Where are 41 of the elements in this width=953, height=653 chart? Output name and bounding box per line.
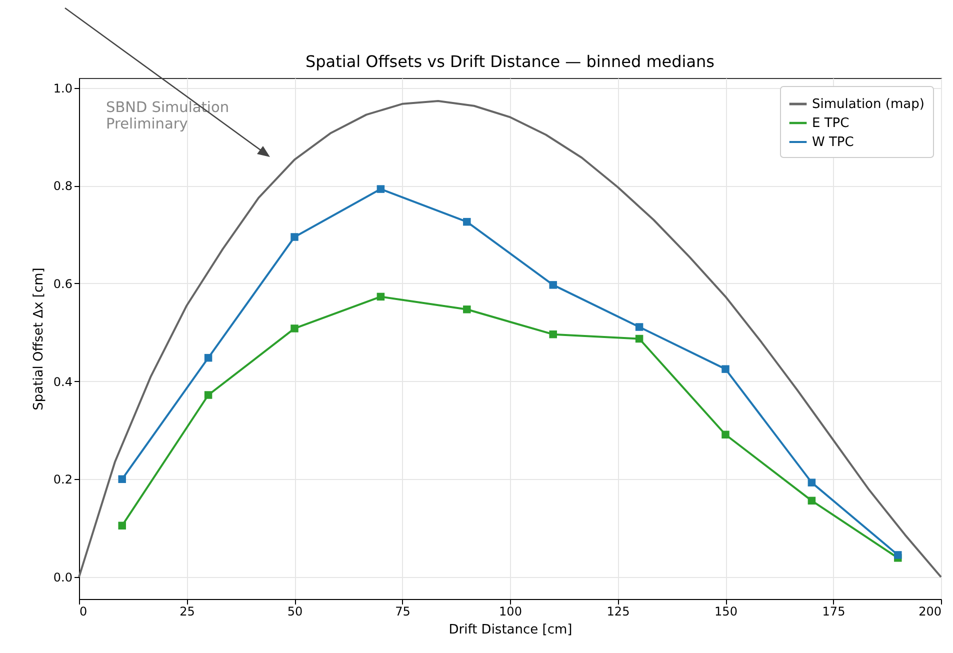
point (204, 391, 212, 399)
point (635, 323, 644, 331)
point (808, 478, 816, 486)
x-tick-label: 150 (714, 604, 738, 618)
point (894, 551, 902, 559)
y-axis-title: Spatial Offset Δx [cm] (31, 268, 46, 410)
line-series (78, 100, 942, 578)
point (463, 218, 471, 226)
y-tick-label: 0.0 (53, 570, 72, 584)
y-tick-label: 0.8 (53, 179, 72, 194)
x-tick-label: 175 (822, 604, 846, 618)
y-tick-label: 0.2 (53, 472, 72, 487)
point (290, 324, 298, 332)
x-tick-label: 0 (80, 604, 88, 618)
point (722, 430, 730, 438)
x-tick-label: 125 (606, 604, 630, 618)
legend-label: W TPC (812, 135, 854, 150)
point (635, 334, 644, 343)
point (549, 330, 557, 338)
legend-label: E TPC (812, 116, 850, 131)
point (290, 233, 298, 241)
x-axis-title: Drift Distance [cm] (448, 622, 572, 638)
point (722, 365, 730, 373)
y-tick-label: 0.4 (53, 374, 72, 389)
point (463, 306, 471, 314)
point (549, 281, 557, 289)
point (376, 292, 385, 301)
point (118, 522, 126, 530)
point (808, 496, 816, 505)
chart-title: Spatial Offsets vs Drift Distance — binned medians (305, 52, 715, 71)
y-tick-label: 0.6 (53, 276, 72, 291)
point (204, 354, 212, 362)
point (118, 475, 126, 484)
x-tick-label: 50 (287, 604, 303, 618)
legend-label: Simulation (map) (812, 97, 924, 112)
x-tick-label: 75 (395, 604, 410, 618)
point (376, 185, 385, 193)
x-tick-label: 25 (180, 604, 195, 618)
x-tick-label: 100 (499, 604, 522, 618)
y-tick-label: 1.0 (53, 81, 72, 96)
x-tick-label: 200 (918, 604, 942, 618)
